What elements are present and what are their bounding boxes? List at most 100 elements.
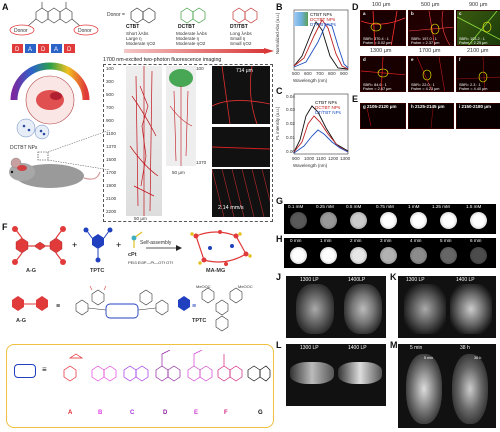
depth-tick: 2100 [106,196,117,201]
tile-letter: d [363,57,366,62]
vessel-slice-image: 714 μm [212,66,270,124]
c-xtick: 1200 [328,156,339,161]
tile-sbr: SBR= 103.2 : 1 Fwhm = 2.25 μm [459,37,487,45]
depth-tick: 1700 [106,170,117,175]
panel-label-l: L [276,340,282,350]
depth-tick: 100 [106,66,114,71]
panel-label-h: H [276,234,283,244]
h-label: 4 mm [410,238,422,243]
m-image: 5 min 38 h 5 min 36 h [398,344,496,428]
b-xtick: 800 [328,71,336,76]
c-ytick: 0.01 [286,135,295,140]
svg-text:+: + [72,240,77,250]
tptc-label: TPTC [90,268,105,274]
d-tile-a: a SBR= 370.4 : 1 Fwhm = 5.02 μm [360,10,406,46]
tile-letter: c [459,11,462,16]
group-line1: Short λAbs [126,31,149,36]
mamg-label: MA-MG [206,268,226,274]
vessel-3d-volume [126,66,162,216]
sbr-text: SBR= 103.2 : 1 [459,36,485,41]
fwhm-text: Fwhm = 5.02 μm [363,40,392,45]
sbr-text: SBR= 370.4 : 1 [363,36,389,41]
l-right-limb [338,362,382,384]
e-tile-g: g 2105-2120 μm [360,103,406,129]
svg-text:D: D [41,47,46,53]
b-legend-ctbt: CTBT NPs [310,12,332,17]
g-vial [320,212,337,229]
g-vial [350,212,367,229]
tile-letter: h [411,104,414,109]
acceptor-letter: G [258,410,263,416]
gradient-arrow [124,48,274,54]
g-label: 0.5 mM [346,204,362,209]
panel-label-c: C [276,86,283,96]
c-ytick: 0.00 [286,149,295,154]
imaging-depth-wheel [10,62,90,140]
group-name: CTBT [126,24,140,30]
scale-bar-label: 50 μm [134,216,147,221]
svg-text:+: + [116,240,121,250]
tile-letter: g [363,104,366,109]
acceptor-letter: B [98,410,103,416]
depth-tick: 700 [106,105,114,110]
tile-sbr: SBR= 22.0 : 1 Fwhm = 4.23 μm [411,83,439,91]
tptc-label-2: TPTC [192,318,207,324]
chart-c [293,93,349,155]
fwhm-text: Fwhm = 4.23 μm [411,86,440,91]
b-xtick: 600 [304,71,312,76]
equiv-sign: ≡ [42,365,47,374]
svg-text:A: A [28,47,32,53]
g-vial [380,212,397,229]
c-ytick: 0.04 [286,94,295,99]
g-label: 0.75 mM [376,204,394,209]
tile-depth-title: 100 μm [372,2,391,8]
depth-tick: 2200 [106,209,117,214]
kymograph-bottom: 2.14 mm/s [212,169,270,217]
imaging-title: 1700 nm-excited two-photon fluorescence … [103,57,222,63]
series-dttbt [293,23,349,69]
tile-sbr: SBR= 197.0 : 1 Fwhm = 2.37 μm [411,37,439,45]
tile-range: 2150-2180 μm [461,104,492,109]
j-image: 1300 LP 1400LP [286,276,386,338]
panel-label-a: A [2,2,9,12]
depth-tick: 500 [106,92,114,97]
tile-depth-title: 500 μm [421,2,440,8]
e-tile-h: h 2125-2145 μm [408,103,454,129]
tile-depth-title: 1300 μm [370,48,392,54]
donor-equals: Donor = [107,12,125,18]
svg-text:D: D [67,47,72,53]
donor-acceptor-structure: D A D A D [9,2,99,53]
group-line1: Long λAbs [230,31,252,36]
h-label: 2 mm [350,238,362,243]
c-xtick: 900 [292,156,300,161]
tile-range: 2125-2145 μm [415,104,445,109]
zoom-lines [37,130,110,170]
group-line1: Moderate λAbs [176,31,207,36]
c-legend-dctbt: DCTBT NPs [315,105,341,110]
acceptor-letter: A [68,410,73,416]
j-right-label: 1400LP [348,277,366,283]
panel-label-b: B [276,2,283,12]
k-image: 1300 LP 1400 LP [398,276,496,338]
scale-bar-label-2: 50 μm [172,170,185,175]
kymograph-top [212,127,270,167]
tile-depth-title: 900 μm [469,2,488,8]
b-legend-dctbt: DCTBT NPs [310,17,336,22]
j-left-mouse [296,284,334,334]
c-ytick: 0.02 [286,121,295,126]
acceptor-box [6,344,274,428]
h-label: 3 mm [380,238,392,243]
g-label: 1.5 mM [466,204,482,209]
panel-label-g: G [276,196,284,206]
g-vial [470,212,487,229]
series-dctbt [293,19,349,70]
ag-label: A-G [26,268,37,274]
l-left-limb [290,362,334,384]
svg-text:D: D [15,47,20,53]
acceptor-placeholder-icon [14,364,36,378]
l-right-label: 1400 LP [348,345,367,351]
panel-label-k: K [390,272,397,282]
j-left-label: 1300 LP [300,277,319,283]
chart-b [293,9,349,71]
donor-label-left: Donor [14,28,28,34]
